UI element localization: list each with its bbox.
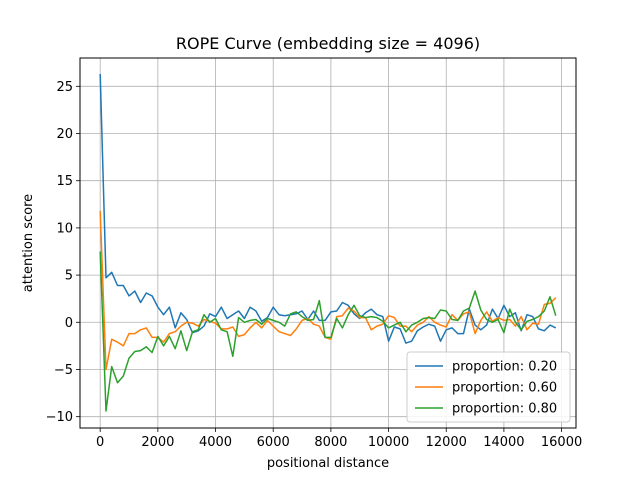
chart-title: ROPE Curve (embedding size = 4096) bbox=[176, 34, 480, 53]
x-tick-label: 10000 bbox=[368, 435, 409, 450]
legend-label-1: proportion: 0.20 bbox=[452, 360, 557, 375]
legend: proportion: 0.20 proportion: 0.60 proporti… bbox=[406, 351, 571, 423]
y-tick-label: 20 bbox=[56, 127, 73, 142]
y-tick-label: −10 bbox=[46, 410, 73, 425]
y-tick-label: 10 bbox=[56, 221, 73, 236]
x-tick-label: 4000 bbox=[199, 435, 232, 450]
x-tick-label: 0 bbox=[96, 435, 104, 450]
y-tick-label: 0 bbox=[65, 316, 73, 331]
series-line-3 bbox=[99, 251, 557, 412]
y-tick-label: 15 bbox=[56, 174, 73, 189]
x-tick-label: 16000 bbox=[541, 435, 582, 450]
y-axis-label: attention score bbox=[21, 194, 36, 292]
axis-ticks: 0 2000 4000 6000 8000 10000 12000 14000 16000 −10… bbox=[46, 80, 583, 450]
y-tick-label: −5 bbox=[54, 363, 73, 378]
x-axis-label: positional distance bbox=[267, 456, 389, 471]
legend-entries: proportion: 0.20 proportion: 0.60 proporti… bbox=[415, 360, 557, 417]
x-tick-label: 14000 bbox=[483, 435, 524, 450]
x-tick-label: 2000 bbox=[141, 435, 174, 450]
x-tick-label: 6000 bbox=[257, 435, 290, 450]
x-tick-label: 8000 bbox=[314, 435, 347, 450]
legend-box bbox=[406, 351, 571, 423]
series-line-2 bbox=[99, 210, 557, 371]
y-tick-label: 5 bbox=[65, 269, 73, 284]
series-line-1 bbox=[99, 73, 557, 344]
legend-label-3: proportion: 0.80 bbox=[452, 402, 557, 417]
x-tick-label: 12000 bbox=[426, 435, 467, 450]
plot-frame bbox=[79, 57, 577, 429]
series-lines bbox=[99, 73, 557, 412]
legend-label-2: proportion: 0.60 bbox=[452, 381, 557, 396]
y-tick-label: 25 bbox=[56, 80, 73, 95]
